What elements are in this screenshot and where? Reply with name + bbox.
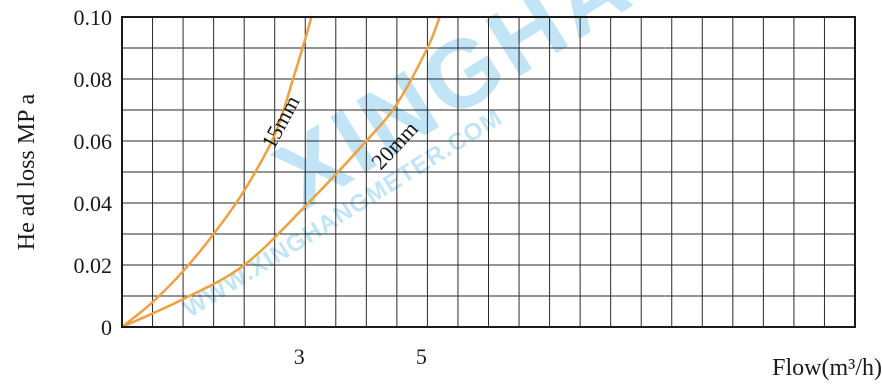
y-tick-label: 0.10 <box>74 5 113 30</box>
x-tick-label: 3 <box>294 344 305 369</box>
y-tick-label: 0.08 <box>74 67 113 92</box>
grid <box>122 17 855 327</box>
watermark-large-text: XINGHANG <box>257 0 780 230</box>
y-tick-label: 0.06 <box>74 129 113 154</box>
series-line-20mm <box>120 15 441 329</box>
tick-labels: 0 0.02 0.04 0.06 0.08 0.10 3 5 <box>74 5 427 369</box>
y-tick-label: 0.04 <box>74 191 113 216</box>
plot-frame <box>121 16 856 328</box>
x-tick-label: 5 <box>416 344 427 369</box>
y-tick-label: 0.02 <box>74 253 113 278</box>
x-axis-label: Flow(m³/h) <box>772 355 882 381</box>
y-tick-label: 0 <box>101 315 112 340</box>
series-line-15mm <box>120 15 313 329</box>
y-axis-label: He ad loss MP a <box>14 93 40 250</box>
